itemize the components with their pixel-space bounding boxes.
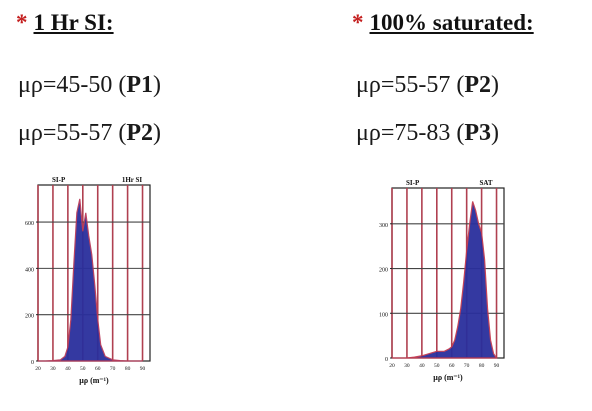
x-axis-label: μρ (m⁻¹)	[433, 373, 463, 382]
left-line-2: μρ=55-57 (P2)	[18, 120, 162, 146]
x-tick-label: 80	[479, 363, 485, 369]
right-line-1: μρ=55-57 (P2)	[356, 72, 500, 98]
x-tick-label: 60	[449, 363, 455, 369]
x-tick-label: 50	[80, 366, 86, 372]
marker-label-right: 1Hr SI	[122, 176, 143, 184]
x-tick-label: 90	[140, 366, 146, 372]
left-histogram-chart: 0 200 400 600 20 30 40 50 60 70 80 90 SI-P 1Hr SI μρ (…	[25, 176, 151, 385]
x-tick-label: 40	[419, 363, 425, 369]
x-tick-label: 50	[434, 363, 440, 369]
y-tick-label: 300	[379, 223, 388, 229]
x-tick-label: 20	[389, 363, 395, 369]
left-heading: * 1 Hr SI:	[16, 10, 114, 35]
y-tick-label: 0	[31, 360, 34, 366]
x-tick-label: 70	[110, 366, 116, 372]
y-tick-label: 200	[379, 268, 388, 274]
x-axis-label: μρ (m⁻¹)	[79, 376, 109, 385]
x-tick-label: 70	[464, 363, 470, 369]
x-tick-label: 80	[125, 366, 131, 372]
x-tick-label: 40	[65, 366, 71, 372]
right-histogram-chart: 0 100 200 300 20 30 40 50 60 70 80 90 SI-P SAT μρ (m⁻¹…	[379, 179, 505, 382]
y-tick-label: 0	[385, 357, 388, 363]
left-line-1: μρ=45-50 (P1)	[18, 72, 162, 98]
x-tick-label: 60	[95, 366, 101, 372]
right-line-2: μρ=75-83 (P3)	[356, 120, 500, 146]
right-heading: * 100% saturated:	[352, 10, 534, 35]
x-tick-label: 20	[35, 366, 41, 372]
bullet-star-icon: *	[352, 10, 364, 35]
y-tick-label: 600	[25, 221, 34, 227]
y-tick-label: 100	[379, 312, 388, 318]
marker-label-right: SAT	[479, 179, 492, 187]
x-tick-label: 30	[50, 366, 56, 372]
histogram-area	[392, 201, 498, 359]
histogram-area	[38, 198, 143, 362]
marker-label-left: SI-P	[406, 179, 420, 187]
x-tick-label: 90	[494, 363, 500, 369]
bullet-star-icon: *	[16, 10, 28, 35]
y-tick-label: 200	[25, 314, 34, 320]
x-tick-label: 30	[404, 363, 410, 369]
y-tick-label: 400	[25, 267, 34, 273]
marker-label-left: SI-P	[52, 176, 66, 184]
